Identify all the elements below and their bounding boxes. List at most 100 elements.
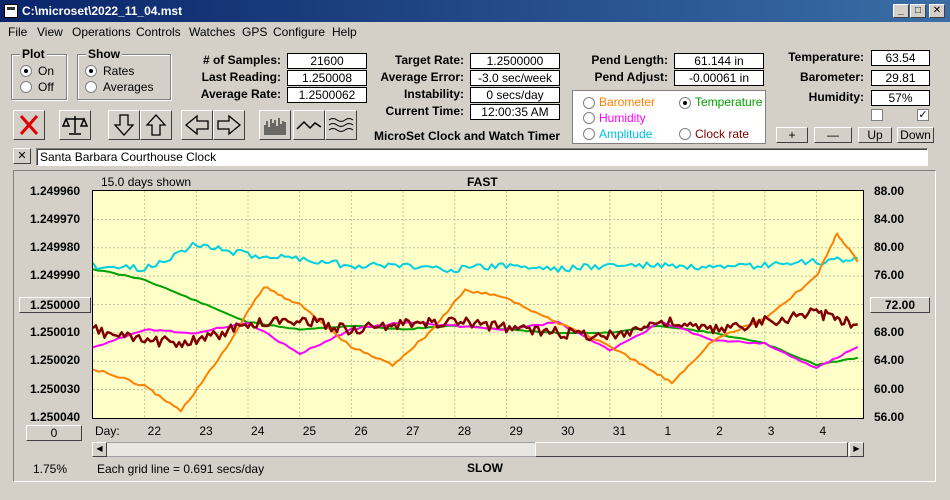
- plot-on-radio[interactable]: [20, 65, 32, 77]
- scrollbar-thumb[interactable]: [535, 442, 848, 457]
- y-right-tick: 88.00: [874, 184, 905, 198]
- temperature-label: Temperature:: [788, 50, 864, 64]
- x-tick-label: 26: [354, 424, 368, 438]
- plot-on-label: On: [38, 64, 55, 78]
- days-shown-label: 15.0 days shown: [101, 175, 192, 189]
- amplitude-radio[interactable]: [583, 128, 595, 140]
- close-window-button[interactable]: ✕: [929, 4, 945, 18]
- plot-area[interactable]: [92, 190, 864, 419]
- clear-clock-name-button[interactable]: ✕: [13, 148, 31, 164]
- plot-group-title: Plot: [20, 47, 47, 61]
- scroll-left-arrow[interactable]: ◀: [92, 442, 107, 457]
- checkbox-1[interactable]: [871, 109, 883, 121]
- instability-field: 0 secs/day: [470, 87, 560, 103]
- x-tick-label: 3: [767, 424, 775, 438]
- y-right-tick: 68.00: [874, 325, 905, 339]
- move-down-button[interactable]: [108, 110, 140, 140]
- y-left-tick: 1.249980: [30, 240, 81, 254]
- y-right-tick: 84.00: [874, 212, 905, 226]
- delete-button[interactable]: [13, 110, 45, 140]
- menu-operations[interactable]: Operations: [72, 25, 131, 39]
- arrow-left-icon: [184, 114, 209, 136]
- barometer-radio[interactable]: [583, 97, 595, 109]
- scroll-right-button[interactable]: [213, 110, 245, 140]
- x-tick-label: 24: [251, 424, 265, 438]
- y-right-tick: 64.00: [874, 353, 905, 367]
- app-icon: [4, 4, 18, 18]
- wave-graph-button[interactable]: [325, 110, 357, 140]
- y-left-tick: 1.249970: [30, 212, 81, 226]
- menu-file[interactable]: File: [8, 25, 28, 39]
- move-up-button[interactable]: [140, 110, 172, 140]
- chart-svg: [93, 191, 863, 418]
- y-left-tick: 1.250020: [30, 353, 81, 367]
- line-graph-icon: [296, 120, 322, 130]
- plus-button[interactable]: +: [776, 127, 808, 143]
- legend-amplitude: Amplitude: [599, 127, 653, 141]
- checkbox-2[interactable]: ✓: [917, 109, 929, 121]
- delete-icon: [19, 115, 39, 135]
- y-left-tick: 1.249990: [30, 268, 81, 282]
- clock-name-input[interactable]: Santa Barbara Courthouse Clock: [36, 148, 928, 166]
- y-right-tick: 56.00: [874, 410, 905, 424]
- day-label: Day:: [95, 424, 120, 438]
- temperature-field: 63.54: [871, 50, 930, 66]
- last-reading-field: 1.250008: [287, 70, 367, 86]
- show-averages-radio[interactable]: [85, 81, 97, 93]
- x-tick-label: 1: [664, 424, 672, 438]
- offset-button[interactable]: 0: [26, 425, 82, 441]
- y-right-tick: 76.00: [874, 268, 905, 282]
- down-button[interactable]: Down: [897, 127, 934, 143]
- minimize-button[interactable]: _: [893, 4, 909, 18]
- plot-off-radio[interactable]: [20, 81, 32, 93]
- x-tick-label: 2: [716, 424, 723, 438]
- y-right-tick: 60.00: [874, 382, 905, 396]
- center-aux-button[interactable]: 72.00: [870, 297, 930, 313]
- y-left-tick: 1.250040: [30, 410, 81, 424]
- average-error-label: Average Error:: [380, 70, 464, 84]
- wave-graph-icon: [328, 118, 354, 132]
- legend-temperature: Temperature: [695, 95, 763, 109]
- y-left-tick: 1.249960: [30, 184, 81, 198]
- scroll-left-button[interactable]: [181, 110, 213, 140]
- menu-watches[interactable]: Watches: [189, 25, 236, 39]
- menu-view[interactable]: View: [37, 25, 63, 39]
- x-tick-label: 29: [509, 424, 523, 438]
- menu-bar: File View Operations Controls Watches GP…: [0, 22, 950, 42]
- menu-configure[interactable]: Configure: [273, 25, 326, 39]
- pend-length-label: Pend Length:: [591, 53, 668, 67]
- current-time-field: 12:00:35 AM: [470, 104, 560, 120]
- target-rate-field: 1.2500000: [470, 53, 560, 69]
- window-title: C:\microset\2022_11_04.mst: [22, 4, 183, 18]
- series-amplitude: [93, 241, 859, 274]
- legend-clock-rate: Clock rate: [695, 127, 750, 141]
- last-reading-label: Last Reading:: [201, 70, 281, 84]
- series-humidity: [93, 320, 859, 369]
- center-rate-button[interactable]: 1.250000: [19, 297, 91, 313]
- scroll-right-arrow[interactable]: ▶: [849, 442, 864, 457]
- clock-rate-radio[interactable]: [679, 128, 691, 140]
- fast-label: FAST: [467, 175, 498, 189]
- show-rates-radio[interactable]: [85, 65, 97, 77]
- humidity-radio[interactable]: [583, 112, 595, 124]
- temperature-radio[interactable]: [679, 97, 691, 109]
- x-tick-label: 23: [199, 424, 213, 438]
- x-tick-label: 27: [406, 424, 420, 438]
- x-tick-label: 25: [302, 424, 317, 438]
- balance-button[interactable]: [59, 110, 91, 140]
- menu-help[interactable]: Help: [332, 25, 357, 39]
- bar-graph-button[interactable]: [259, 110, 291, 140]
- line-graph-button[interactable]: [293, 110, 325, 140]
- minus-button[interactable]: —: [814, 127, 852, 143]
- up-button[interactable]: Up: [858, 127, 892, 143]
- y-left-tick: 1.250010: [30, 325, 81, 339]
- menu-controls[interactable]: Controls: [136, 25, 181, 39]
- pend-length-field: 61.144 in: [674, 53, 764, 69]
- menu-gps[interactable]: GPS: [242, 25, 268, 39]
- humidity-field: 57%: [871, 90, 930, 106]
- plot-off-label: Off: [38, 80, 54, 94]
- x-tick-label: 22: [147, 424, 162, 438]
- x-tick-label: 28: [457, 424, 472, 438]
- maximize-button[interactable]: □: [910, 4, 926, 18]
- x-tick-label: 31: [612, 424, 627, 438]
